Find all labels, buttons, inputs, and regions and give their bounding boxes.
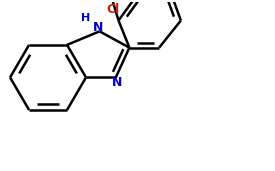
Text: Cl: Cl xyxy=(106,3,120,16)
Text: N: N xyxy=(93,21,103,34)
Text: H: H xyxy=(81,13,91,23)
Text: N: N xyxy=(112,76,122,89)
